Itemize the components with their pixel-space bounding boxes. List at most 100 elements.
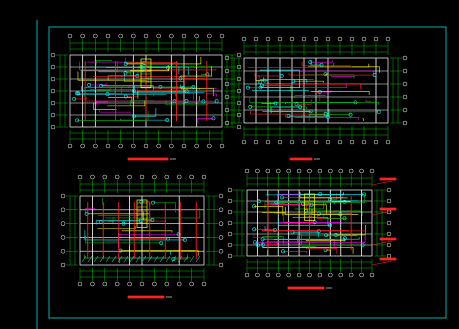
axis-bubble (265, 36, 271, 42)
axis-bubble (77, 174, 83, 180)
hatch (117, 255, 123, 263)
axis-bubble (139, 281, 145, 287)
wiring (78, 66, 180, 75)
fixture (252, 227, 257, 232)
wiring (89, 79, 135, 90)
wiring (260, 79, 308, 83)
wiring (93, 102, 117, 110)
axis-bubble (338, 272, 343, 278)
fixture (248, 104, 253, 109)
fixture (211, 116, 216, 121)
axis-bubble (93, 33, 98, 39)
wiring (305, 248, 338, 254)
callout-leader (371, 240, 393, 246)
wiring (126, 61, 178, 63)
callout-leader (371, 180, 393, 186)
fixture (123, 94, 128, 99)
axis-bubble (348, 272, 354, 278)
wiring (107, 100, 146, 107)
wiring (319, 89, 332, 93)
axis-bubble (253, 139, 259, 145)
wiring (97, 88, 111, 91)
axis-bubble (296, 272, 302, 278)
drawing-frame (48, 26, 447, 319)
wiring (97, 226, 136, 229)
axis-bubble (369, 168, 375, 174)
axis-bubble (50, 112, 56, 118)
axis-bubble (337, 139, 343, 145)
axis-bubble (348, 168, 354, 174)
axis-bubble (296, 168, 302, 174)
fixture (214, 99, 219, 104)
wiring (101, 85, 154, 90)
wiring (254, 206, 284, 216)
axis-bubble (118, 143, 123, 149)
fixture (181, 85, 185, 90)
wiring (254, 72, 282, 77)
wiring (165, 100, 208, 106)
hatch (189, 255, 195, 263)
axis-bubble (253, 36, 259, 42)
axis-bubble (143, 33, 149, 39)
wiring (134, 85, 205, 94)
wiring (262, 212, 286, 215)
wiring (283, 251, 308, 254)
hatch (141, 255, 147, 263)
wiring (134, 107, 157, 117)
wiring (89, 82, 107, 86)
wiring (124, 57, 145, 64)
fixture (131, 88, 136, 93)
wiring (197, 118, 214, 124)
axis-bubble (67, 143, 73, 149)
hatch (183, 255, 189, 263)
hatch (123, 255, 129, 263)
callout-leader (371, 260, 393, 266)
axis-bubble (286, 168, 291, 174)
axis-bubble (373, 139, 379, 145)
axis-bubble (265, 272, 271, 278)
stair (304, 193, 315, 221)
hatch (195, 255, 201, 263)
fixture (159, 241, 164, 245)
axis-bubble (359, 272, 364, 278)
wiring (311, 204, 327, 214)
fixture (342, 236, 347, 241)
hatch (111, 255, 117, 263)
wiring (137, 90, 187, 99)
callout-label (379, 257, 397, 261)
axis-bubble (385, 139, 391, 145)
fixture (372, 73, 377, 77)
axis-bubble (224, 55, 230, 61)
axis-bubble (127, 174, 132, 180)
axis-bubble (60, 235, 66, 240)
wiring (250, 106, 307, 111)
axis-bubble (181, 33, 187, 39)
axis-bubble (50, 76, 56, 82)
wiring (201, 73, 208, 75)
wiring (96, 101, 108, 104)
axis-bubble (80, 33, 85, 39)
axis-bubble (105, 143, 111, 149)
wiring (273, 212, 312, 222)
axis-bubble (255, 272, 260, 278)
fixture (75, 118, 80, 123)
axis-bubble (218, 193, 224, 199)
wiring (283, 213, 315, 223)
axis-bubble (385, 36, 391, 42)
fixture (256, 199, 261, 204)
axis-bubble (241, 36, 247, 42)
axis-bubble (307, 272, 312, 278)
wiring (117, 233, 179, 241)
axis-bubble (143, 143, 149, 149)
axis-bubble (50, 100, 56, 106)
axis-bubble (118, 33, 123, 39)
wiring (310, 60, 322, 66)
axis-bubble (67, 33, 73, 39)
title-bar (287, 286, 325, 290)
wiring (299, 194, 364, 196)
axis-bubble (236, 52, 242, 58)
fixture (280, 195, 284, 200)
wiring (78, 90, 115, 94)
